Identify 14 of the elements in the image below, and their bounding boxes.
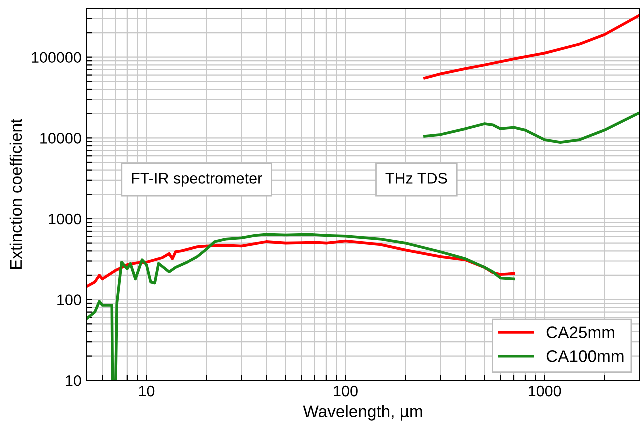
x-tick-label: 10 <box>139 386 155 397</box>
x-tick-label: 100 <box>334 386 358 397</box>
legend-label: CA25mm <box>546 326 614 338</box>
y-tick-label: 10 <box>66 375 82 386</box>
y-tick-label: 10000 <box>40 133 82 144</box>
y-tick-label: 1000 <box>49 214 82 225</box>
annotation: THz TDS <box>386 173 448 184</box>
annotation: FT-IR spectrometer <box>132 173 262 187</box>
x-tick-label: 1000 <box>528 386 562 397</box>
legend-label: CA100mm <box>546 350 624 362</box>
y-tick-label: 100000 <box>32 52 82 64</box>
x-axis-title: Wavelength, µm <box>303 405 422 421</box>
y-tick-label: 100 <box>58 294 82 306</box>
y-axis-title: Extinction coefficient <box>10 118 22 270</box>
